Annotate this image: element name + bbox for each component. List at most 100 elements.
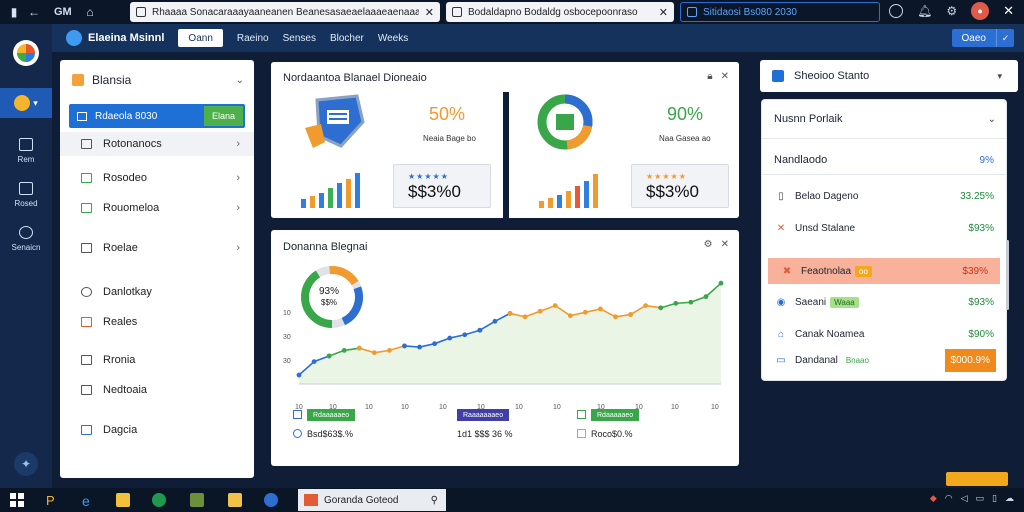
pen-icon[interactable]: P (46, 493, 55, 508)
sidebar-item[interactable]: Danlotkay (60, 280, 254, 304)
sidebar-item[interactable]: Rronia (60, 348, 254, 372)
data-point[interactable] (658, 305, 664, 311)
volume-icon[interactable]: ◁ (960, 493, 968, 503)
data-point[interactable] (613, 314, 618, 320)
sidebar-item[interactable]: Dagcia (60, 418, 254, 442)
data-point[interactable] (311, 359, 317, 364)
tab-2[interactable]: Bodaldapno Bodaldg osbocepoonraso ✕ (446, 2, 674, 22)
data-point[interactable] (718, 280, 724, 286)
sidebar-item-selected[interactable]: Rdaeola 8030 Elana (69, 104, 245, 128)
data-point[interactable] (296, 372, 302, 378)
notes-icon[interactable]: ▭ (975, 493, 985, 503)
data-point[interactable] (688, 299, 694, 305)
compass-icon[interactable]: ✦ (14, 452, 38, 476)
rail-item-rosed[interactable]: Rosed (0, 182, 52, 208)
data-point[interactable] (582, 309, 588, 315)
list-item[interactable]: ◉ Saeani Waaa $93% (762, 290, 1006, 314)
menu-item[interactable]: Raeino (236, 32, 269, 44)
data-point[interactable] (598, 306, 603, 312)
data-point[interactable] (356, 345, 362, 351)
close-icon[interactable]: ✕ (658, 6, 668, 19)
data-point[interactable] (417, 344, 422, 350)
start-icon[interactable] (10, 493, 24, 507)
data-point[interactable] (402, 343, 407, 349)
data-point[interactable] (628, 312, 633, 317)
sidebar-item[interactable]: Rotonanocs › (60, 132, 254, 156)
data-point[interactable] (371, 350, 377, 356)
files-icon[interactable] (228, 493, 242, 507)
logo[interactable] (13, 40, 39, 66)
notification-chip[interactable] (946, 472, 1008, 486)
right-button[interactable]: Oaeo (951, 29, 996, 47)
battery-icon[interactable]: ▯ (992, 493, 997, 503)
sidebar-item[interactable]: Rosodeo › (60, 166, 254, 190)
app-menu-icon[interactable]: ▮ (10, 5, 18, 19)
lock-icon[interactable]: 🔒︎ (707, 71, 713, 82)
chat-icon[interactable] (264, 493, 278, 507)
window-close-icon[interactable]: ✕ (1003, 3, 1014, 18)
tab-1[interactable]: Rhaaaa Sonacaraaayaaneanen Beanesasaeael… (130, 2, 440, 22)
list-item[interactable]: ✕ Unsd Stalane $93% (762, 216, 1006, 240)
sidebar-header[interactable]: Blansia ⌄ (72, 70, 244, 90)
menu-item[interactable]: Weeks (377, 32, 409, 44)
sidebar-item[interactable]: Roelae › (60, 236, 254, 260)
app-icon[interactable] (152, 493, 166, 507)
avatar[interactable]: ● (971, 2, 990, 20)
home-icon[interactable]: ⌂ (86, 5, 94, 19)
settings-icon[interactable]: ⚙ (703, 239, 713, 250)
back-icon[interactable]: ← (28, 5, 40, 19)
list-item[interactable]: ⌂ Canak Noamea $90% (762, 322, 1006, 346)
wifi-icon[interactable]: ◠ (944, 493, 953, 503)
data-point[interactable] (643, 303, 649, 308)
clock-icon[interactable] (889, 4, 904, 18)
data-point[interactable] (567, 313, 573, 319)
close-icon[interactable]: ✕ (720, 239, 729, 250)
rail-item-active[interactable]: ▾ (0, 88, 52, 118)
data-point[interactable] (477, 327, 483, 333)
menu-item[interactable]: Senses (282, 32, 316, 44)
list-item[interactable]: ▭ Dandanal Bnaao $000.9% (762, 348, 1006, 372)
right-panel-header[interactable]: Sheoioo Stanto ▾ (760, 60, 1018, 92)
data-point[interactable] (387, 348, 392, 353)
data-point[interactable] (537, 308, 543, 314)
legend-chip[interactable]: Raaaaaaaeo (457, 409, 510, 421)
sidebar-item[interactable]: Reales (60, 310, 254, 334)
data-point[interactable] (492, 318, 498, 324)
legend-chip[interactable]: Rdaaaaaeo (591, 409, 640, 421)
rail-item-rem[interactable]: Rem (0, 138, 52, 164)
close-icon[interactable]: ✕ (424, 6, 434, 19)
folder-icon[interactable] (116, 493, 130, 507)
notes-icon[interactable] (190, 493, 204, 507)
data-point[interactable] (326, 353, 332, 359)
list-item[interactable]: ✖ Feaotnolaa oo $39% (768, 258, 1000, 284)
primary-button[interactable]: Oann (178, 29, 223, 47)
sidebar-item[interactable]: Rouomeloa › (60, 196, 254, 220)
shield-icon[interactable]: ◆ (929, 493, 937, 503)
list-header[interactable]: Nusnn Porlaik ⌄ (762, 108, 1006, 130)
taskbar-active-window[interactable]: Goranda Goteod ⚲ (298, 489, 446, 511)
list-item[interactable]: Nandlaodo 9% (762, 148, 1006, 172)
legend-chip[interactable]: Rdaaaaaeo (307, 409, 356, 421)
data-point[interactable] (507, 311, 513, 316)
close-icon[interactable]: ✕ (720, 71, 729, 82)
tab-3[interactable]: Sitidaosi Bs080 2030 (680, 2, 880, 22)
cloud-icon[interactable]: ☁ (1005, 493, 1014, 503)
data-point[interactable] (432, 341, 438, 347)
data-point[interactable] (673, 300, 679, 306)
data-point[interactable] (462, 332, 468, 338)
pin-icon[interactable]: ⚲ (430, 494, 438, 506)
data-point[interactable] (703, 294, 709, 300)
check-icon[interactable]: ✓ (996, 29, 1014, 47)
browser-icon[interactable]: e (82, 493, 90, 509)
data-point[interactable] (447, 335, 453, 341)
data-point[interactable] (522, 314, 528, 320)
list-item[interactable]: ▯ Belao Dageno 33.25% (762, 184, 1006, 208)
data-point[interactable] (341, 348, 347, 353)
data-point[interactable] (552, 303, 558, 308)
rail-item-senaicn[interactable]: Senaicn (0, 226, 52, 252)
scrollbar[interactable] (1006, 240, 1009, 310)
sidebar-item[interactable]: Nedtoaia (60, 378, 254, 402)
settings-icon[interactable]: ⚙ (946, 4, 958, 18)
bell-icon[interactable]: 🔔︎ (917, 4, 933, 18)
menu-item[interactable]: Blocher (329, 32, 364, 44)
